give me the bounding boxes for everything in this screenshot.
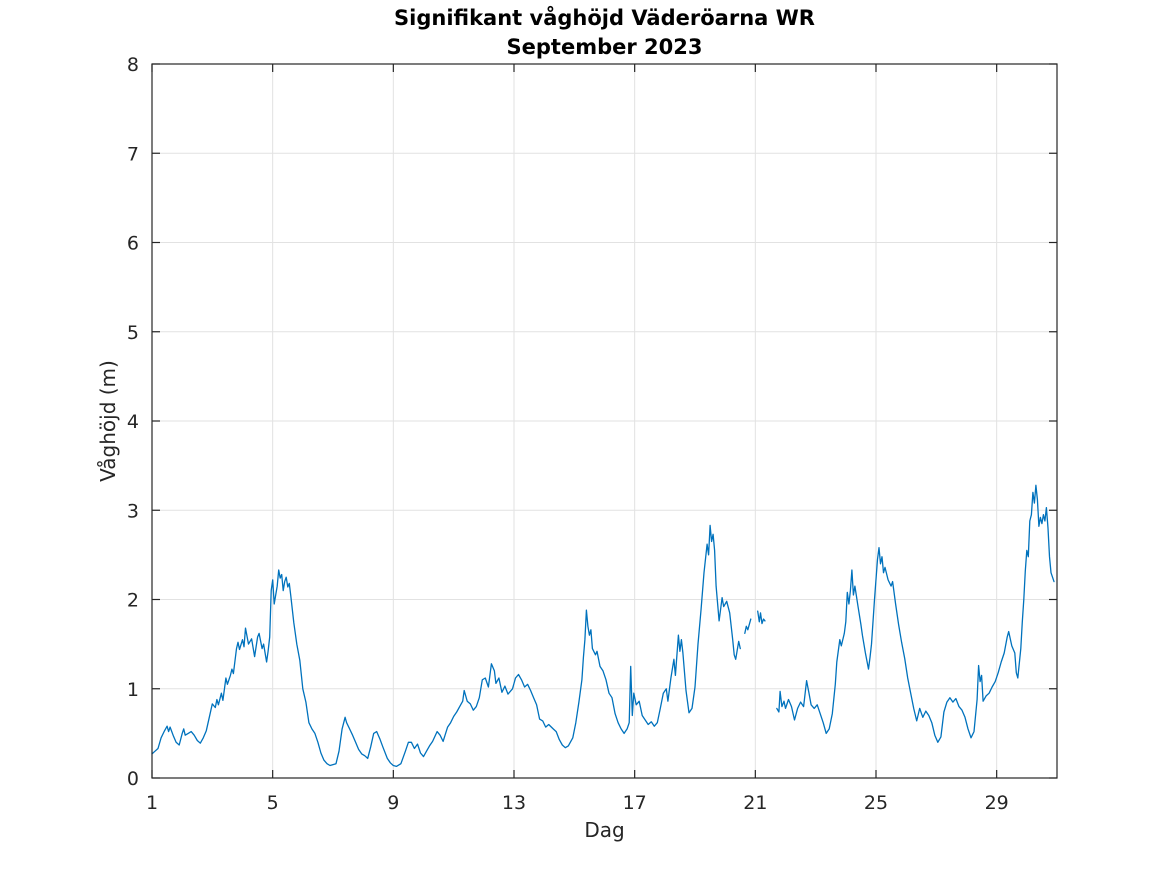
chart-subtitle: September 2023 [506,35,703,59]
y-tick-label: 3 [127,500,139,522]
wave-height-line [151,524,741,768]
wave-height-line [776,484,1055,743]
x-tick-label: 5 [267,792,279,814]
y-tick-label: 0 [127,768,139,790]
y-tick-label: 2 [127,590,139,612]
wave-height-line [744,618,752,635]
y-tick-label: 4 [127,411,139,433]
x-axis-label: Dag [584,818,625,842]
y-tick-label: 6 [127,233,139,255]
wave-height-line [757,610,766,625]
x-tick-label: 25 [864,792,888,814]
x-tick-label: 1 [146,792,158,814]
y-tick-label: 1 [127,679,139,701]
x-tick-label: 21 [743,792,767,814]
x-tick-label: 9 [387,792,399,814]
x-tick-label: 29 [985,792,1009,814]
y-tick-label: 8 [127,54,139,76]
y-tick-label: 7 [127,143,139,165]
x-tick-label: 17 [623,792,647,814]
y-tick-label: 5 [127,322,139,344]
x-tick-label: 13 [502,792,526,814]
chart-title: Signifikant våghöjd Väderöarna WR [394,6,815,30]
